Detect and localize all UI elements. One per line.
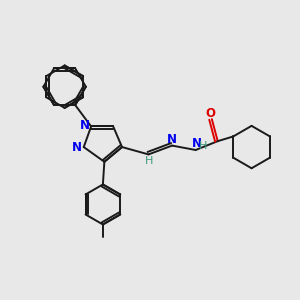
Text: N: N xyxy=(167,133,177,146)
Text: O: O xyxy=(206,107,215,120)
Text: H: H xyxy=(145,156,153,166)
Text: N: N xyxy=(72,141,82,154)
Text: N: N xyxy=(80,119,90,132)
Text: H: H xyxy=(199,142,207,152)
Text: N: N xyxy=(192,137,202,150)
